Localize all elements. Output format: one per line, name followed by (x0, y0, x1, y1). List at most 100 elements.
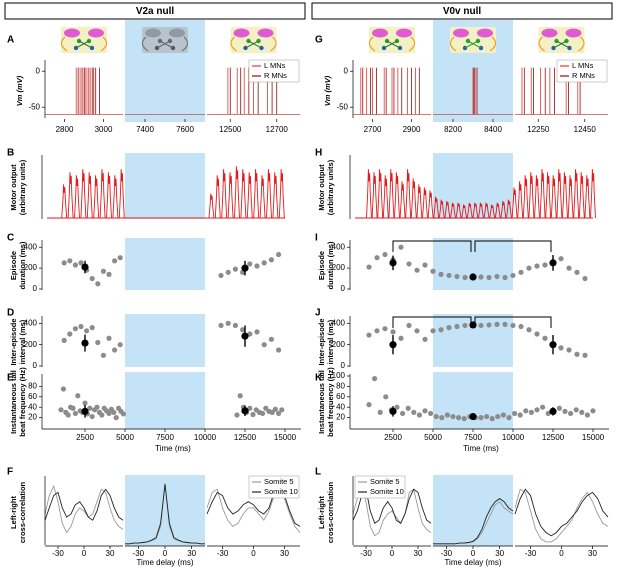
panel-label: J (315, 308, 321, 319)
y-axis-label: duration (ms) (18, 241, 27, 289)
data-point (225, 320, 231, 326)
y-tick-label: 400 (332, 318, 346, 327)
y-tick-label: -50 (336, 102, 348, 111)
x-tick-label: 0 (471, 549, 476, 558)
data-point (428, 410, 434, 417)
y-tick-label: 0 (36, 66, 41, 75)
x-tick-label: 10000 (194, 433, 217, 442)
data-point (366, 264, 372, 270)
data-point (67, 331, 73, 337)
data-point (261, 260, 267, 266)
burst (74, 175, 80, 219)
burst (259, 175, 266, 219)
burst (253, 169, 260, 219)
data-point (106, 410, 112, 417)
legend-label: Somite 10 (370, 487, 404, 496)
data-point (276, 410, 282, 417)
x-tick-label: -30 (52, 549, 64, 558)
data-point (70, 405, 76, 411)
data-point (247, 261, 253, 267)
data-point (250, 411, 256, 418)
burst (427, 190, 434, 219)
data-point (78, 260, 84, 266)
panel-label: I (315, 233, 318, 244)
y-tick-label: 0 (341, 361, 346, 370)
burst (67, 172, 74, 219)
data-point (478, 415, 484, 421)
y-tick-label: 400 (24, 242, 38, 251)
x-axis-label: Time (ms) (155, 444, 191, 453)
x-tick-label: 2700 (364, 125, 382, 134)
y-tick-label: 20 (28, 413, 37, 422)
data-point (279, 407, 285, 413)
header-box (311, 2, 613, 20)
data-point (254, 263, 260, 269)
data-point (523, 408, 529, 414)
data-point (89, 325, 95, 331)
burst (494, 202, 501, 219)
comparison-bracket (392, 240, 472, 252)
x-tick-label: 0 (390, 549, 395, 558)
circuit-icon (538, 36, 545, 52)
data-point (461, 416, 467, 422)
x-tick-label: 7400 (136, 125, 154, 134)
data-point (517, 412, 523, 418)
data-point (456, 415, 462, 421)
data-point (225, 269, 231, 275)
data-point (398, 244, 404, 250)
x-tick-label: 0 (163, 549, 168, 558)
legend-box (248, 475, 300, 499)
data-point (72, 326, 78, 332)
burst (93, 175, 100, 219)
shaded-region (125, 314, 205, 367)
data-point (382, 326, 388, 332)
burst (405, 169, 412, 219)
burst (112, 175, 119, 219)
panel-label: A (7, 35, 14, 46)
x-tick-label: 12500 (234, 433, 257, 442)
circuit-icon (233, 28, 250, 38)
data-point (390, 329, 396, 335)
circuit-icon (477, 28, 493, 38)
x-tick-label: 12500 (542, 433, 565, 442)
panel-label: L (315, 467, 321, 478)
mean-point (469, 273, 477, 281)
data-point (500, 412, 506, 418)
y-axis-label: beat frequency (Hz) (326, 367, 335, 437)
data-point (510, 322, 516, 329)
column-header: V0v null (443, 6, 482, 17)
y-axis-label: beat frequency (Hz) (18, 367, 27, 437)
data-point (502, 321, 508, 327)
data-point (414, 328, 420, 334)
data-point (478, 322, 484, 329)
burst (489, 204, 496, 219)
y-tick-label: 80 (28, 382, 37, 391)
data-point (112, 258, 118, 264)
comparison-bracket (392, 316, 472, 328)
y-tick-label: 0 (344, 66, 349, 75)
data-point (590, 408, 596, 414)
header-box (4, 2, 306, 20)
data-point (416, 412, 422, 418)
x-tick-label: 5000 (116, 433, 134, 442)
correlation-line (44, 488, 124, 521)
mean-point (241, 407, 249, 415)
mean-point (241, 264, 249, 272)
burst (562, 172, 568, 219)
x-tick-label: 12250 (527, 125, 550, 134)
y-axis-label: (arbitrary units) (18, 159, 27, 215)
x-axis-label: Time (ms) (463, 444, 499, 453)
circuit-icon (88, 28, 104, 38)
data-point (106, 335, 112, 341)
data-point (534, 263, 540, 269)
burst (556, 169, 563, 219)
x-tick-label: 2500 (384, 433, 402, 442)
burst (266, 169, 272, 219)
x-tick-label: 15000 (582, 433, 605, 442)
legend-box (556, 59, 608, 83)
legend-box (248, 59, 300, 83)
burst (500, 200, 507, 219)
x-tick-label: 0 (559, 549, 564, 558)
burst (466, 202, 473, 219)
